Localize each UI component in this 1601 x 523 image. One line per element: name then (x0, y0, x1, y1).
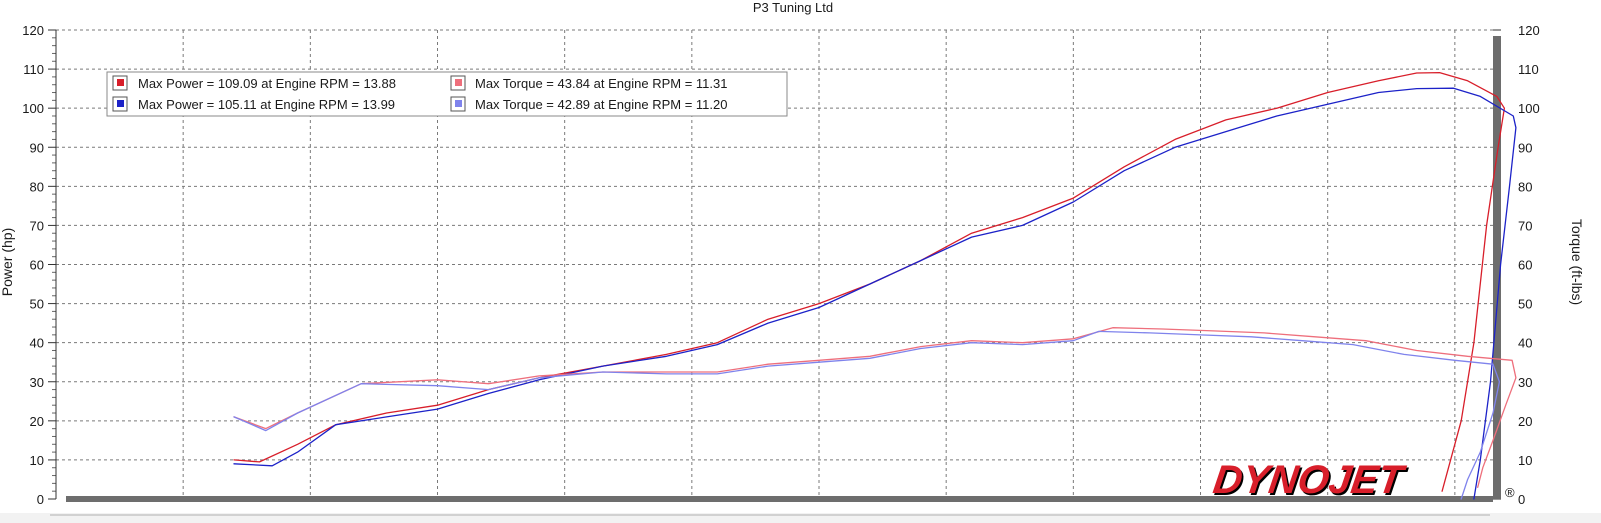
y-tick-label-right: 100 (1518, 101, 1540, 116)
dynojet-logo-text: DYNOJET (1210, 457, 1409, 502)
power-curve-1 (233, 87, 1517, 500)
legend-entry: Max Power = 105.11 at Engine RPM = 13.99 (112, 96, 395, 112)
y-tick-label-left: 110 (23, 62, 44, 77)
y-tick-label-left: 20 (30, 414, 44, 429)
y-tick-label-left: 70 (30, 218, 44, 233)
legend-swatch (117, 100, 124, 107)
y-tick-label-left: 40 (30, 336, 44, 351)
y-tick-label-left: 90 (30, 140, 44, 155)
legend-box (106, 71, 788, 117)
axes (48, 29, 1501, 502)
legend-swatch (117, 79, 124, 86)
legend-entry: Max Power = 109.09 at Engine RPM = 13.88 (112, 75, 396, 91)
legend-swatch (455, 100, 462, 107)
y-tick-label-left: 10 (30, 453, 44, 468)
legend-swatch (455, 79, 462, 86)
y-tick-label-right: 40 (1518, 336, 1532, 351)
series-lines (233, 71, 1517, 500)
y-tick-label-right: 0 (1518, 492, 1525, 507)
legend-label: Max Torque = 42.89 at Engine RPM = 11.20 (475, 97, 727, 112)
y-tick-label-right: 60 (1518, 258, 1532, 273)
y-tick-label-left: 120 (22, 23, 44, 38)
y-tick-label-left: 80 (30, 179, 44, 194)
tick-labels: 0 0 10 10 20 20 30 30 40 40 50 50 60 60 70 70 80 80 90 90 10… (22, 23, 1539, 507)
y-tick-label-left: 60 (30, 258, 44, 273)
torque-curve-2 (233, 327, 1517, 488)
legend-entry: Max Torque = 43.84 at Engine RPM = 11.31 (450, 75, 727, 91)
y-tick-label-left: 100 (22, 101, 44, 116)
torque-curve-3 (233, 330, 1501, 500)
y-axis-right-bar (1493, 36, 1501, 499)
y-tick-label-right: 30 (1518, 375, 1532, 390)
y-tick-label-right: 90 (1518, 140, 1532, 155)
y-tick-label-right: 20 (1518, 414, 1532, 429)
y-axis-left-label: Power (hp) (0, 228, 15, 296)
y-axis-right-label: Torque (ft-lbs) (1569, 219, 1585, 305)
legend-label: Max Torque = 43.84 at Engine RPM = 11.31 (475, 76, 727, 91)
dynojet-logo: DYNOJET DYNOJET ® (1210, 457, 1515, 504)
legend-label: Max Power = 105.11 at Engine RPM = 13.99 (138, 97, 395, 112)
y-tick-label-left: 30 (30, 375, 44, 390)
y-tick-label-left: 50 (30, 297, 44, 312)
chart-title: P3 Tuning Ltd (753, 0, 833, 15)
x-axis-bar (66, 496, 1493, 502)
legend-label: Max Power = 109.09 at Engine RPM = 13.88 (138, 76, 396, 91)
legend: Max Power = 109.09 at Engine RPM = 13.88… (106, 71, 788, 117)
y-tick-label-left: 0 (37, 492, 44, 507)
y-tick-label-right: 110 (1518, 62, 1539, 77)
power-curve-0 (233, 71, 1506, 492)
dynojet-logo-shadow: DYNOJET (1212, 459, 1411, 504)
registered-mark: ® (1505, 485, 1515, 500)
y-tick-label-right: 10 (1518, 453, 1532, 468)
bottom-panel-strip (0, 513, 1601, 523)
legend-entry: Max Torque = 42.89 at Engine RPM = 11.20 (450, 96, 727, 112)
y-tick-label-right: 70 (1518, 218, 1532, 233)
y-tick-label-right: 80 (1518, 179, 1532, 194)
y-tick-label-right: 120 (1518, 23, 1540, 38)
y-tick-label-right: 50 (1518, 297, 1532, 312)
